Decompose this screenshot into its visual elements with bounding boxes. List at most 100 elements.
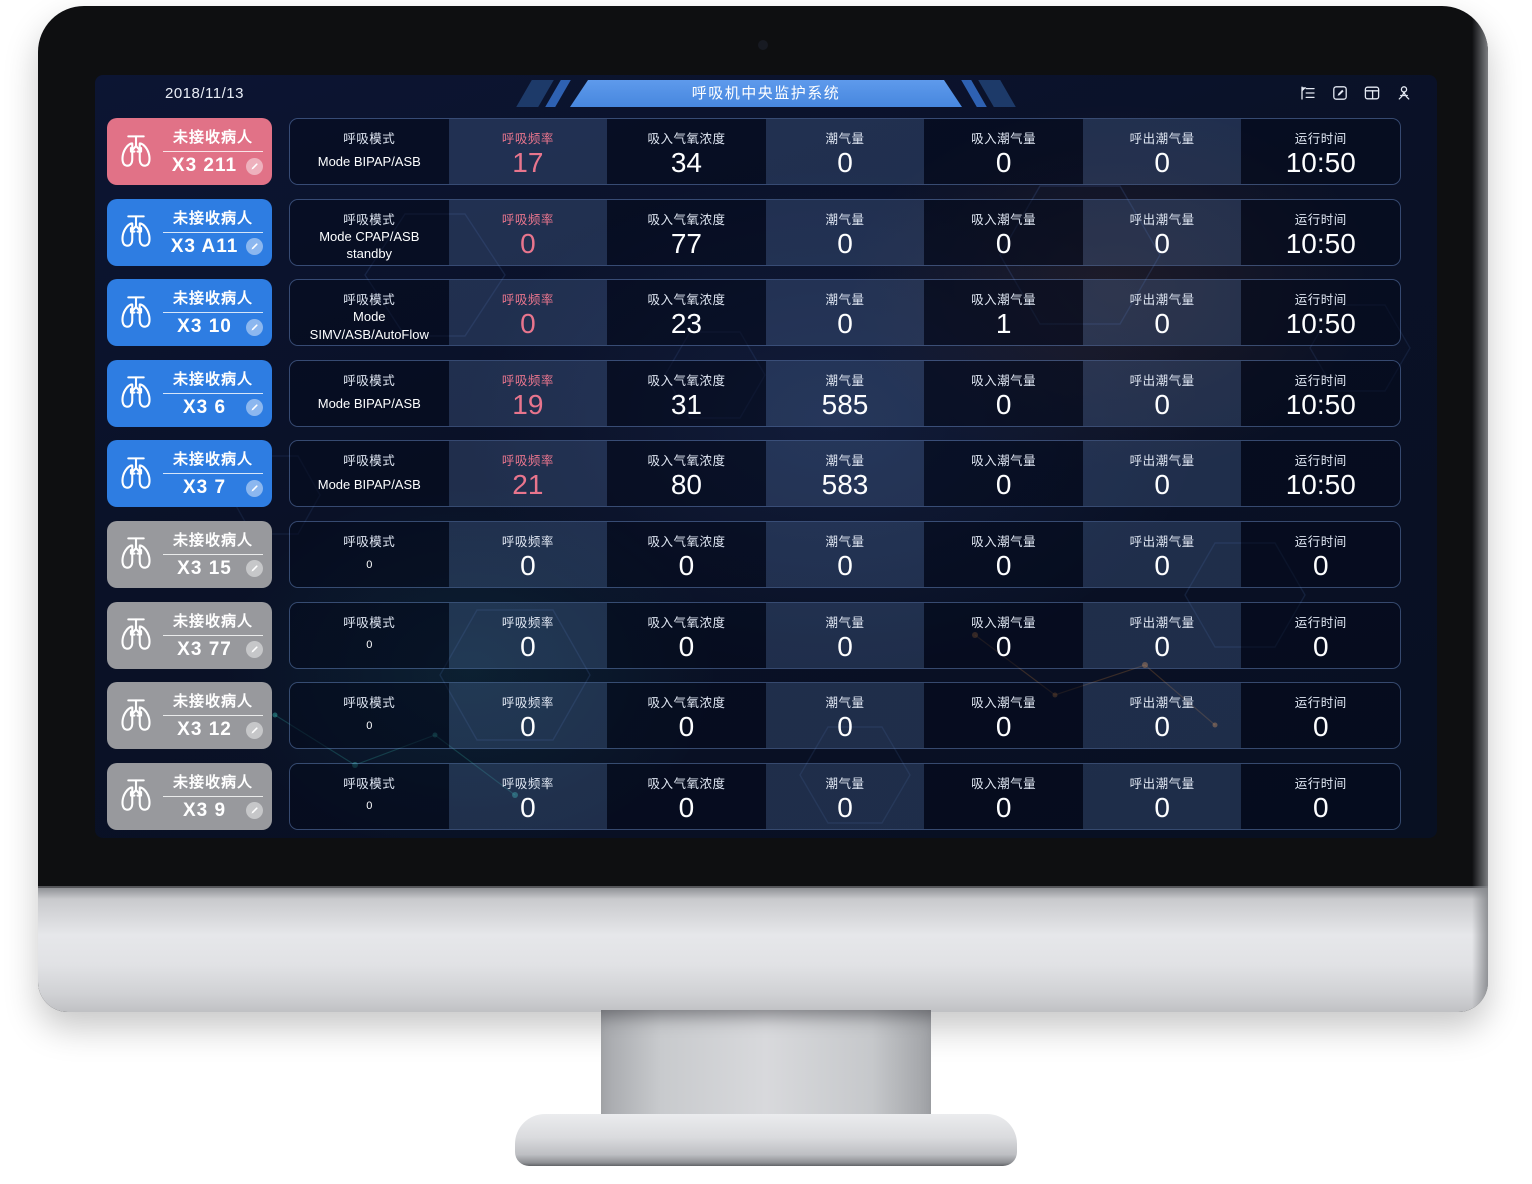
inhaled-tidal-volume-value: 0 xyxy=(995,549,1012,581)
col-tidal-volume: 潮气量 0 xyxy=(765,521,925,587)
bed-card[interactable]: 未接收病人 X3 A11 xyxy=(107,198,272,266)
edit-badge[interactable] xyxy=(246,399,263,417)
col-header-runtime: 运行时间 xyxy=(1294,534,1347,549)
exhaled-tidal-volume-value: 0 xyxy=(1154,469,1170,501)
bed-id: X3 6 xyxy=(182,396,227,418)
menu-list-icon[interactable] xyxy=(1299,84,1317,102)
fio2-value: 80 xyxy=(670,469,703,501)
col-header-respiratory-rate: 呼吸频率 xyxy=(501,212,554,227)
col-header-respiratory-rate: 呼吸频率 xyxy=(501,454,554,469)
col-exhaled-tidal-volume: 呼出潮气量 0 xyxy=(1082,602,1242,668)
col-inhaled-tidal-volume: 吸入潮气量 0 xyxy=(924,763,1083,829)
respiratory-rate-value: 0 xyxy=(520,630,536,662)
col-inhaled-tidal-volume: 吸入潮气量 1 xyxy=(924,280,1083,346)
edit-badge[interactable] xyxy=(246,479,263,497)
edit-badge[interactable] xyxy=(246,318,263,336)
col-header-respiratory-rate: 呼吸频率 xyxy=(501,776,554,791)
mode-value: 0 xyxy=(366,719,373,732)
col-header-runtime: 运行时间 xyxy=(1294,454,1347,469)
exhaled-tidal-volume-value: 0 xyxy=(1154,308,1170,340)
pencil-icon xyxy=(251,243,258,250)
col-header-respiratory-rate: 呼吸频率 xyxy=(501,373,554,388)
respiratory-rate-value: 0 xyxy=(520,791,536,823)
runtime-value: 10:50 xyxy=(1285,388,1356,420)
exhaled-tidal-volume-value: 0 xyxy=(1154,147,1170,178)
pencil-icon xyxy=(251,646,258,653)
edit-badge[interactable] xyxy=(246,238,263,256)
fio2-value: 23 xyxy=(670,308,703,340)
edit-badge[interactable] xyxy=(246,560,263,578)
col-header-respiratory-rate: 呼吸频率 xyxy=(501,132,554,146)
col-header-tidal-volume: 潮气量 xyxy=(825,373,865,388)
col-tidal-volume: 潮气量 0 xyxy=(765,280,925,346)
bed-card[interactable]: 未接收病人 X3 15 xyxy=(107,520,272,588)
edit-badge[interactable] xyxy=(246,721,263,739)
bed-id: X3 A11 xyxy=(170,235,239,257)
bed-card[interactable]: 未接收病人 X3 7 xyxy=(107,440,272,508)
lung-icon xyxy=(121,215,151,247)
pencil-icon xyxy=(251,727,258,734)
bed-info: 未接收病人 X3 A11 xyxy=(163,207,263,258)
patient-status-label: 未接收病人 xyxy=(172,370,253,388)
tidal-volume-value: 0 xyxy=(837,308,853,340)
respiratory-rate-value: 0 xyxy=(520,711,536,743)
patient-status-label: 未接收病人 xyxy=(172,290,253,308)
col-exhaled-tidal-volume: 呼出潮气量 0 xyxy=(1082,119,1242,184)
col-mode: 呼吸模式 Mode BIPAP/ASB xyxy=(290,441,449,507)
patient-status-label: 未接收病人 xyxy=(172,531,253,549)
col-header-tidal-volume: 潮气量 xyxy=(825,212,865,227)
runtime-value: 10:50 xyxy=(1285,469,1356,501)
col-fio2: 吸入气氧浓度 31 xyxy=(607,360,766,426)
exhaled-tidal-volume-value: 0 xyxy=(1154,388,1170,420)
edit-badge[interactable] xyxy=(246,157,263,175)
respiratory-rate-value: 0 xyxy=(520,308,536,340)
pencil-icon xyxy=(251,485,258,492)
fio2-value: 77 xyxy=(670,227,703,259)
col-header-runtime: 运行时间 xyxy=(1294,373,1347,388)
bed-card[interactable]: 未接收病人 X3 12 xyxy=(107,682,272,750)
bed-card[interactable]: 未接收病人 X3 211 xyxy=(107,118,272,185)
col-header-mode: 呼吸模式 xyxy=(343,696,396,711)
col-tidal-volume: 潮气量 0 xyxy=(765,763,925,829)
bed-info: 未接收病人 X3 6 xyxy=(163,368,263,419)
lung-icon xyxy=(121,296,151,328)
bed-card-divider xyxy=(163,553,263,555)
lung-icon xyxy=(121,698,151,731)
col-respiratory-rate: 呼吸频率 21 xyxy=(448,441,608,507)
edit-note-icon[interactable] xyxy=(1331,84,1349,102)
vitals-panel: 呼吸模式 Mode BIPAP/ASB 呼吸频率 21 吸入气氧浓度 80 潮气… xyxy=(289,440,1401,508)
bed-card[interactable]: 未接收病人 X3 9 xyxy=(107,762,272,830)
pencil-icon xyxy=(251,565,258,572)
lung-icon xyxy=(121,134,151,167)
col-header-runtime: 运行时间 xyxy=(1294,212,1347,227)
vitals-panel: 呼吸模式 0 呼吸频率 0 吸入气氧浓度 0 潮气量 0 吸入潮气量 0 呼出潮… xyxy=(289,601,1401,669)
fio2-value: 0 xyxy=(678,549,695,581)
user-icon[interactable] xyxy=(1395,84,1413,102)
col-exhaled-tidal-volume: 呼出潮气量 0 xyxy=(1082,280,1242,346)
tidal-volume-value: 0 xyxy=(837,630,853,662)
bed-card[interactable]: 未接收病人 X3 6 xyxy=(107,359,272,427)
inhaled-tidal-volume-value: 1 xyxy=(995,308,1012,340)
pencil-icon xyxy=(251,324,258,331)
col-respiratory-rate: 呼吸频率 19 xyxy=(448,360,608,426)
edit-badge[interactable] xyxy=(246,802,263,820)
col-header-tidal-volume: 潮气量 xyxy=(825,132,865,146)
col-inhaled-tidal-volume: 吸入潮气量 0 xyxy=(924,199,1083,265)
col-header-tidal-volume: 潮气量 xyxy=(825,696,865,711)
lung-icon xyxy=(121,457,151,489)
vitals-panel: 呼吸模式 Mode BIPAP/ASB 呼吸频率 19 吸入气氧浓度 31 潮气… xyxy=(289,359,1401,427)
bed-card[interactable]: 未接收病人 X3 10 xyxy=(107,279,272,347)
bed-card[interactable]: 未接收病人 X3 77 xyxy=(107,601,272,669)
bed-id: X3 10 xyxy=(177,316,232,338)
layout-window-icon[interactable] xyxy=(1363,84,1381,102)
mode-value: Mode BIPAP/ASB xyxy=(317,396,421,411)
col-exhaled-tidal-volume: 呼出潮气量 0 xyxy=(1082,441,1242,507)
stand-neck xyxy=(601,1010,931,1120)
edit-badge[interactable] xyxy=(246,641,263,659)
col-runtime: 运行时间 10:50 xyxy=(1241,441,1400,507)
patient-row: 未接收病人 X3 9 呼吸模式 0 呼吸频率 0 xyxy=(107,762,1401,830)
respiratory-rate-value: 0 xyxy=(520,227,536,259)
col-tidal-volume: 潮气量 585 xyxy=(765,360,925,426)
runtime-value: 10:50 xyxy=(1285,147,1356,178)
col-header-runtime: 运行时间 xyxy=(1294,696,1347,711)
